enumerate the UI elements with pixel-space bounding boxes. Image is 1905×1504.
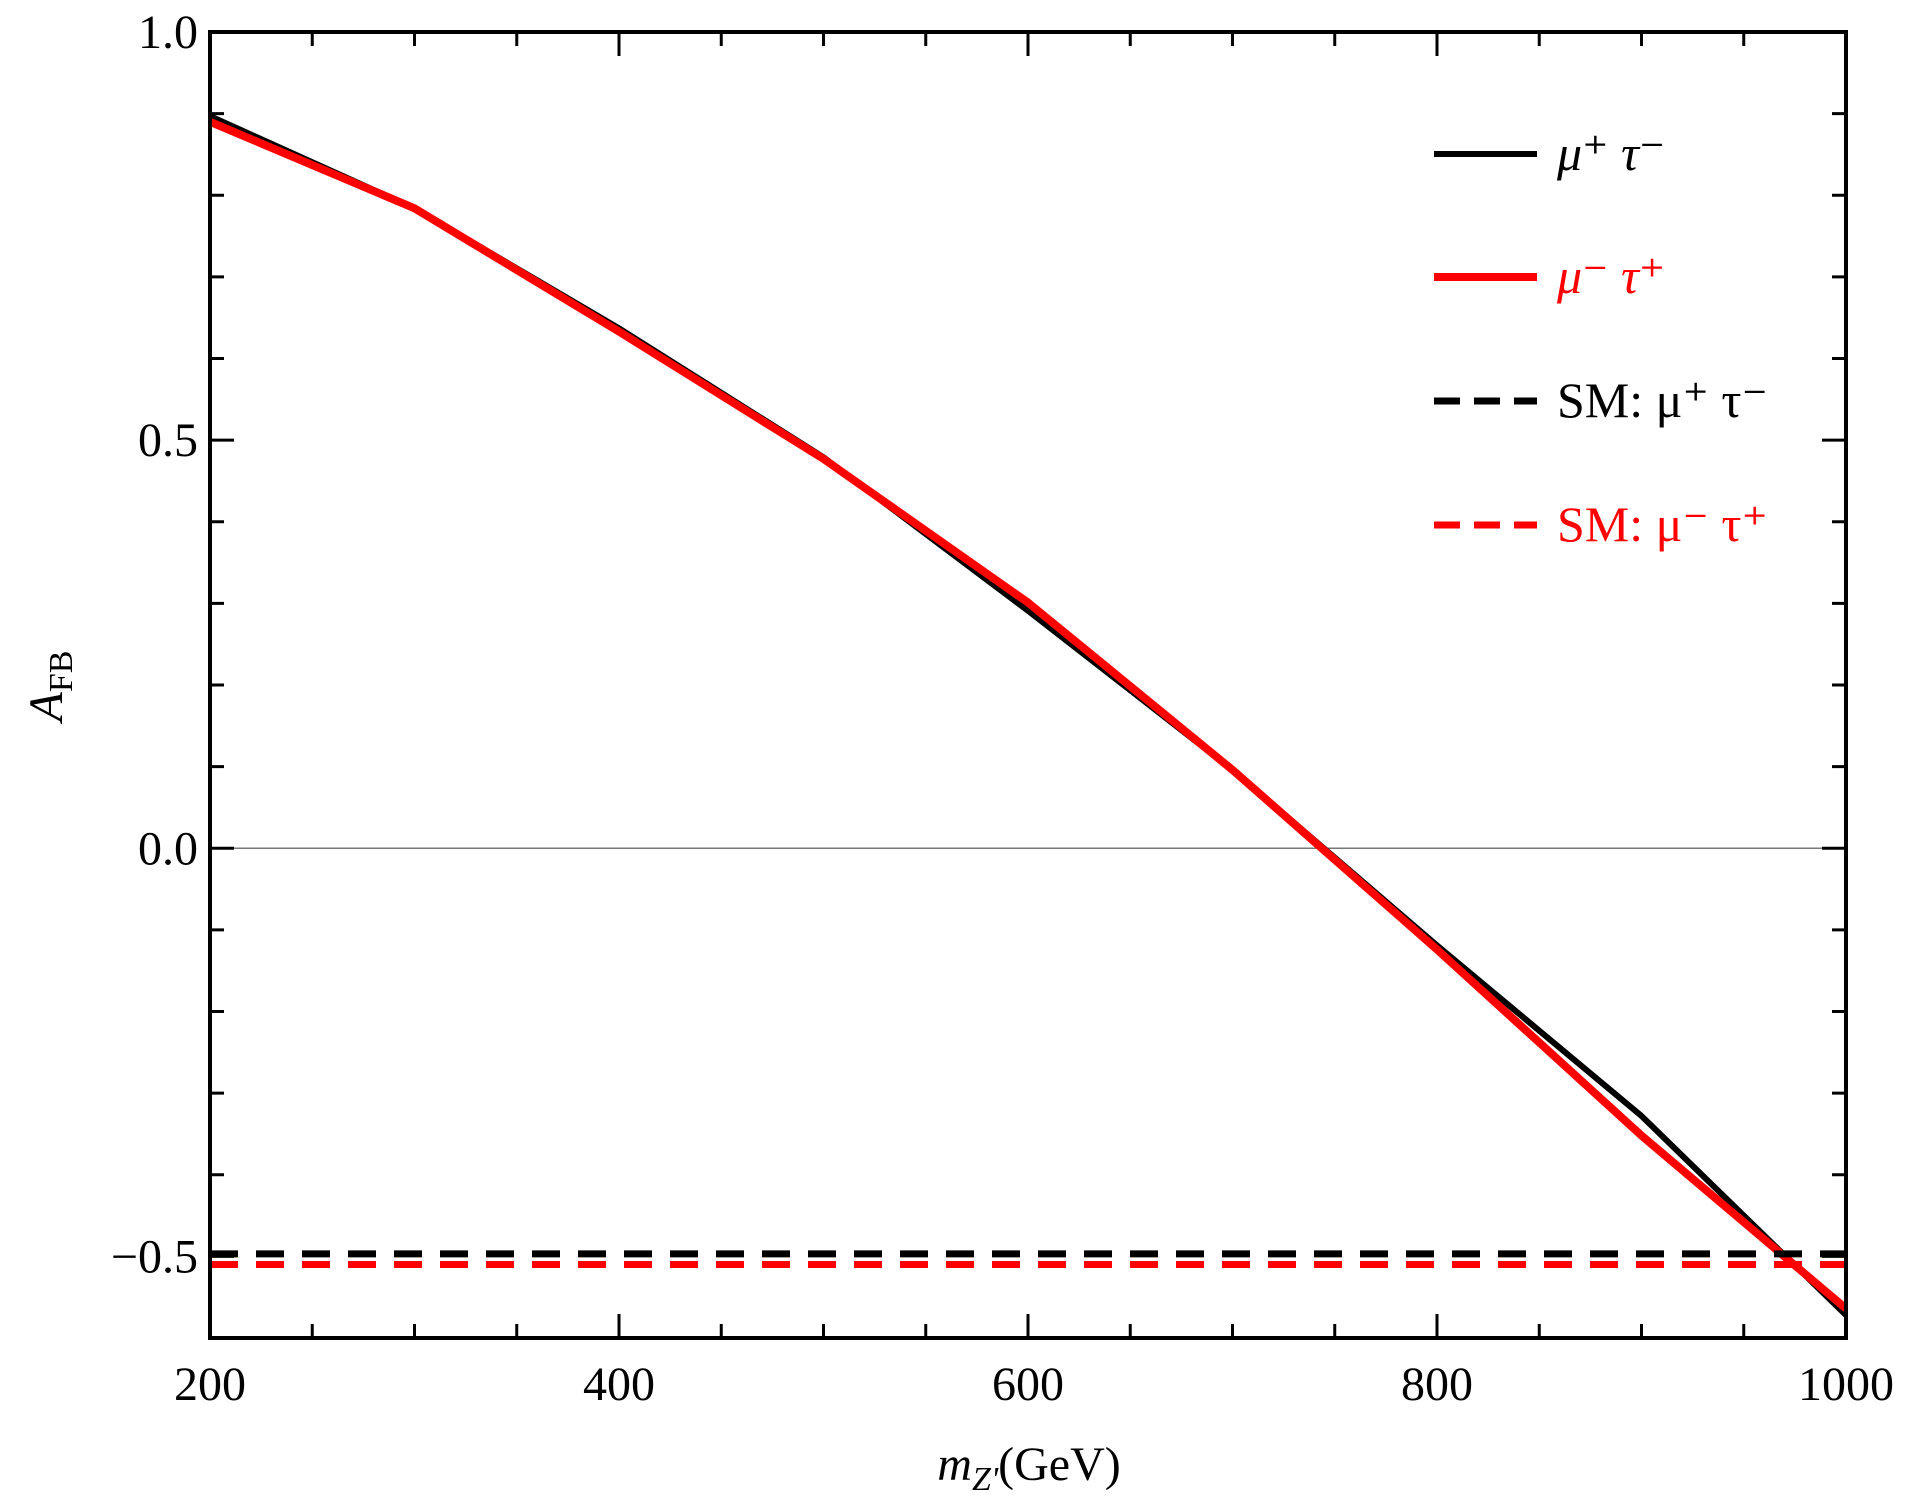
x-tick-label: 200 — [174, 1358, 246, 1411]
y-tick-label: 0.5 — [138, 414, 198, 467]
y-tick-label: 0.0 — [138, 822, 198, 875]
legend-label-3: SM: μ⁻ τ⁺ — [1557, 496, 1768, 552]
x-tick-label: 600 — [992, 1358, 1064, 1411]
legend-label-1: μ⁻ τ⁺ — [1556, 248, 1665, 304]
legend-label-2: SM: μ⁺ τ⁻ — [1557, 372, 1768, 428]
x-tick-label: 800 — [1401, 1358, 1473, 1411]
y-tick-label: −0.5 — [111, 1230, 198, 1283]
y-axis-label: AFB — [20, 651, 80, 725]
plot-frame — [208, 30, 1848, 1340]
x-tick-label: 1000 — [1798, 1358, 1894, 1411]
legend: μ⁺ τ⁻ μ⁻ τ⁺ SM: μ⁺ τ⁻ SM: μ⁻ τ⁺ — [1434, 125, 1768, 552]
series-group — [210, 113, 1846, 1318]
series-line-1 — [210, 118, 1846, 1312]
legend-label-0: μ⁺ τ⁻ — [1556, 125, 1665, 181]
y-tick-label: 1.0 — [138, 6, 198, 59]
x-tick-label: 400 — [583, 1358, 655, 1411]
x-axis-label: mZ'(GeV) — [937, 1438, 1120, 1498]
